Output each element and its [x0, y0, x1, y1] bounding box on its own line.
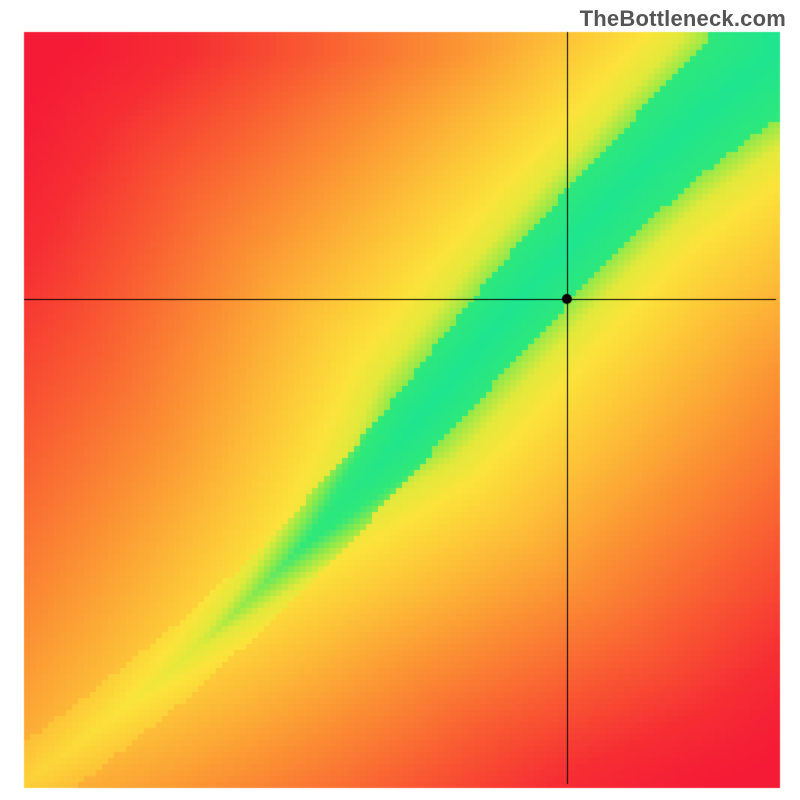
bottleneck-heatmap [0, 0, 800, 800]
chart-container: TheBottleneck.com [0, 0, 800, 800]
attribution-label: TheBottleneck.com [580, 6, 786, 32]
